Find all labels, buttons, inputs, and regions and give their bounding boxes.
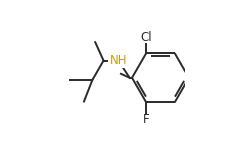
Text: F: F bbox=[143, 113, 150, 126]
Text: Cl: Cl bbox=[140, 31, 152, 44]
Text: NH: NH bbox=[110, 54, 127, 67]
